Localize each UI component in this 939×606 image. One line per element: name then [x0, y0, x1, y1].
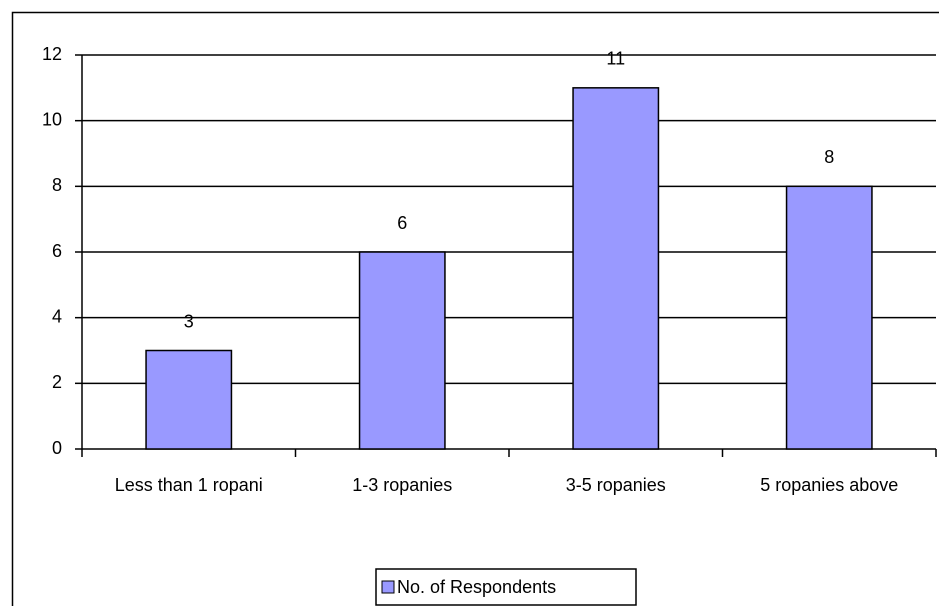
chart-border	[11, 11, 939, 606]
x-tick-label: Less than 1 ropani	[115, 475, 263, 495]
x-tick-label: 1-3 ropanies	[352, 475, 452, 495]
data-label: 3	[184, 311, 194, 331]
x-tick-label: 5 ropanies above	[760, 475, 898, 495]
legend-box	[375, 568, 637, 606]
y-tick-label: 2	[52, 372, 62, 392]
legend-swatch	[381, 580, 395, 594]
bar	[145, 349, 233, 450]
data-label: 8	[824, 147, 834, 167]
legend-label: No. of Respondents	[397, 577, 556, 597]
y-tick-label: 0	[52, 438, 62, 458]
y-tick-label: 12	[42, 44, 62, 64]
bar	[785, 185, 873, 450]
x-tick-label: 3-5 ropanies	[566, 475, 666, 495]
y-tick-label: 6	[52, 241, 62, 261]
bar	[358, 251, 446, 450]
y-tick-label: 4	[52, 306, 62, 326]
y-tick-label: 8	[52, 175, 62, 195]
bar	[572, 87, 660, 450]
data-label: 11	[606, 49, 625, 69]
y-tick-label: 10	[42, 109, 62, 129]
data-label: 6	[397, 213, 407, 233]
